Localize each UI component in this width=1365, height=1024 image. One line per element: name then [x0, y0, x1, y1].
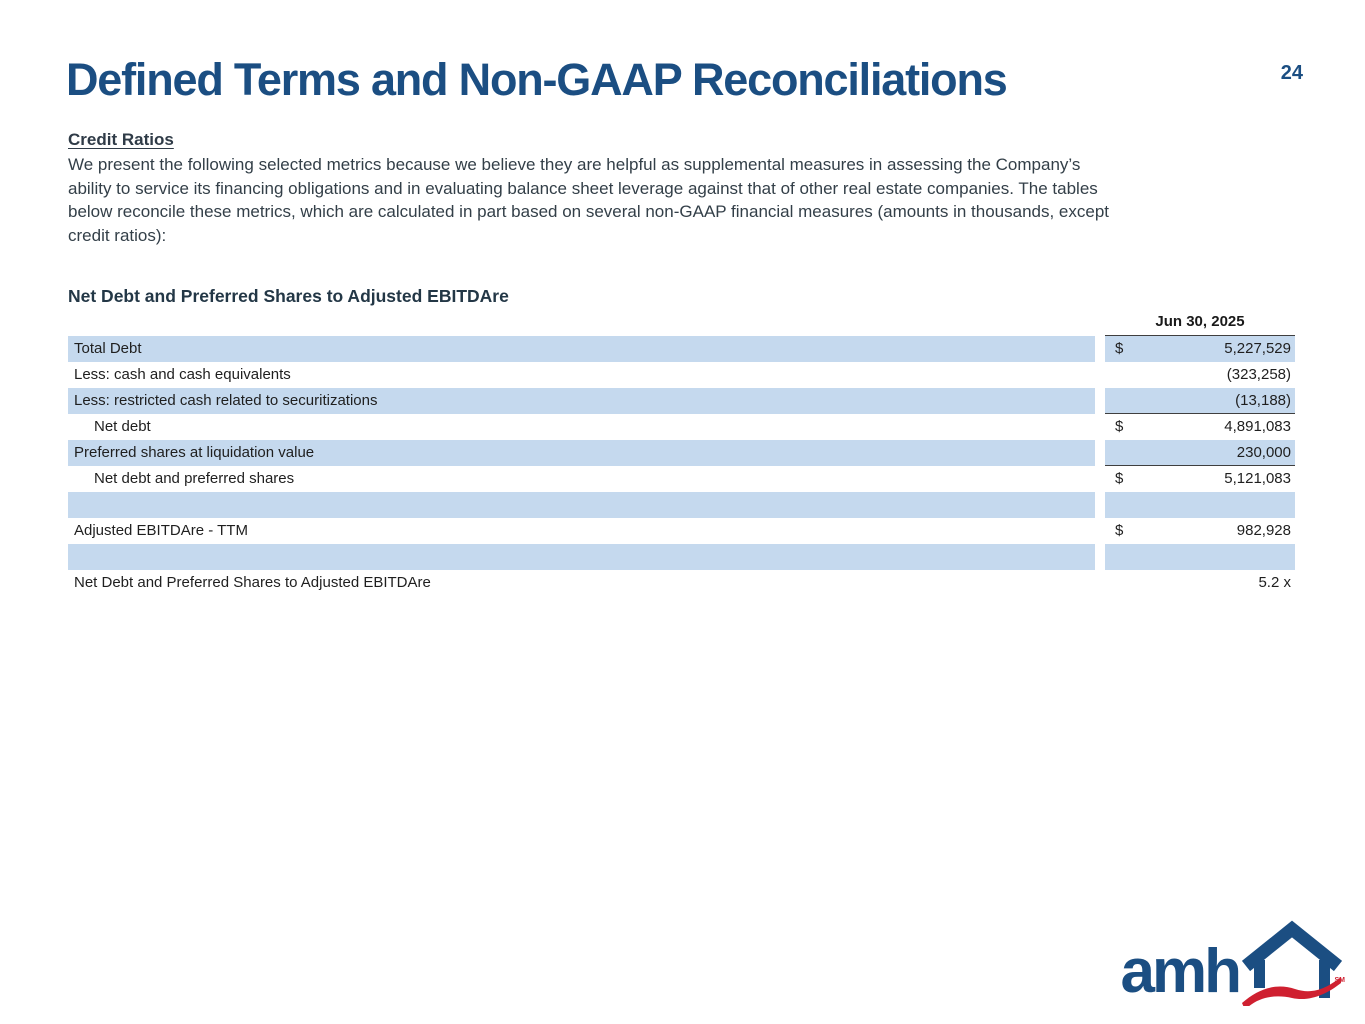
currency-symbol: $: [1115, 340, 1124, 357]
table-row-label: [68, 544, 1095, 570]
amh-logo: amh SM: [1120, 920, 1346, 1010]
table-row-value-cell: 230,000: [1105, 440, 1295, 466]
table-row-value: 230,000: [1236, 444, 1291, 461]
table-row: [68, 544, 1295, 570]
table-header-row: Jun 30, 2025: [68, 311, 1295, 336]
reconciliation-table-body: Total Debt $ 5,227,529 Less: cash and ca…: [68, 336, 1295, 596]
table-row-value: 4,891,083: [1224, 418, 1291, 435]
reconciliation-table: Jun 30, 2025 Total Debt $ 5,227,529 Less…: [68, 311, 1295, 596]
section-heading-credit-ratios: Credit Ratios: [68, 130, 174, 149]
service-mark: SM: [1334, 977, 1346, 984]
page-number: 24: [1280, 62, 1303, 84]
table-row-value-cell: [1105, 492, 1295, 518]
table-row-value-cell: [1105, 544, 1295, 570]
body-text-line: We present the following selected metric…: [68, 155, 1081, 174]
table-row-label: Less: cash and cash equivalents: [74, 366, 291, 383]
table-row-value: 5,121,083: [1224, 470, 1291, 487]
table-row-value: (13,188): [1235, 392, 1291, 409]
currency-symbol: $: [1115, 522, 1124, 539]
table-row-label: Net debt and preferred shares: [94, 470, 295, 487]
table-row-value: 982,928: [1236, 522, 1291, 539]
table-row-value-cell: $ 5,227,529: [1105, 336, 1295, 362]
table-row: Net Debt and Preferred Shares to Adjuste…: [68, 570, 1295, 596]
table-row-label: Less: restricted cash related to securit…: [68, 388, 1095, 414]
table-row: Adjusted EBITDAre - TTM $ 982,928: [68, 518, 1295, 544]
table-row-label: Net debt: [94, 418, 151, 435]
table-row: Net debt $ 4,891,083: [68, 414, 1295, 440]
table-row-value-cell: $ 4,891,083: [1105, 414, 1295, 440]
body-text-line: ability to service its financing obligat…: [68, 178, 1098, 198]
table-row-value-cell: $ 5,121,083: [1105, 466, 1295, 492]
table-row: Preferred shares at liquidation value 23…: [68, 440, 1295, 466]
currency-symbol: $: [1115, 470, 1124, 487]
table-row-label: [68, 492, 1095, 518]
table-row: Less: restricted cash related to securit…: [68, 388, 1295, 414]
table-row: Less: cash and cash equivalents (323,258…: [68, 362, 1295, 388]
table-title: Net Debt and Preferred Shares to Adjuste…: [68, 286, 509, 306]
table-row: [68, 492, 1295, 518]
table-header-spacer: [68, 311, 1095, 336]
table-row: Net debt and preferred shares $ 5,121,08…: [68, 466, 1295, 492]
table-row-label: Adjusted EBITDAre - TTM: [74, 522, 248, 539]
table-column-header-date: Jun 30, 2025: [1105, 311, 1295, 336]
table-row: Total Debt $ 5,227,529: [68, 336, 1295, 362]
table-row-value-cell: (13,188): [1105, 388, 1295, 414]
table-row-label: Total Debt: [68, 336, 1095, 362]
section-body-text: We present the following selected metric…: [68, 153, 1308, 247]
table-row-label: Net Debt and Preferred Shares to Adjuste…: [74, 574, 431, 591]
body-text-line: below reconcile these metrics, which are…: [68, 202, 1110, 221]
table-row-value: (323,258): [1226, 366, 1291, 383]
amh-house-icon: SM: [1241, 920, 1346, 1010]
table-row-value: 5.2 x: [1258, 574, 1291, 591]
amh-logo-wordmark: amh: [1120, 937, 1242, 1007]
table-row-value: 5,227,529: [1224, 340, 1291, 357]
table-row-value-cell: (323,258): [1105, 362, 1295, 388]
table-row-value-cell: 5.2 x: [1105, 570, 1295, 596]
table-row-value-cell: $ 982,928: [1105, 518, 1295, 544]
table-row-label: Preferred shares at liquidation value: [68, 440, 1095, 466]
body-text-line: credit ratios):: [68, 225, 167, 245]
currency-symbol: $: [1115, 418, 1124, 435]
page-title: Defined Terms and Non-GAAP Reconciliatio…: [66, 54, 1008, 105]
